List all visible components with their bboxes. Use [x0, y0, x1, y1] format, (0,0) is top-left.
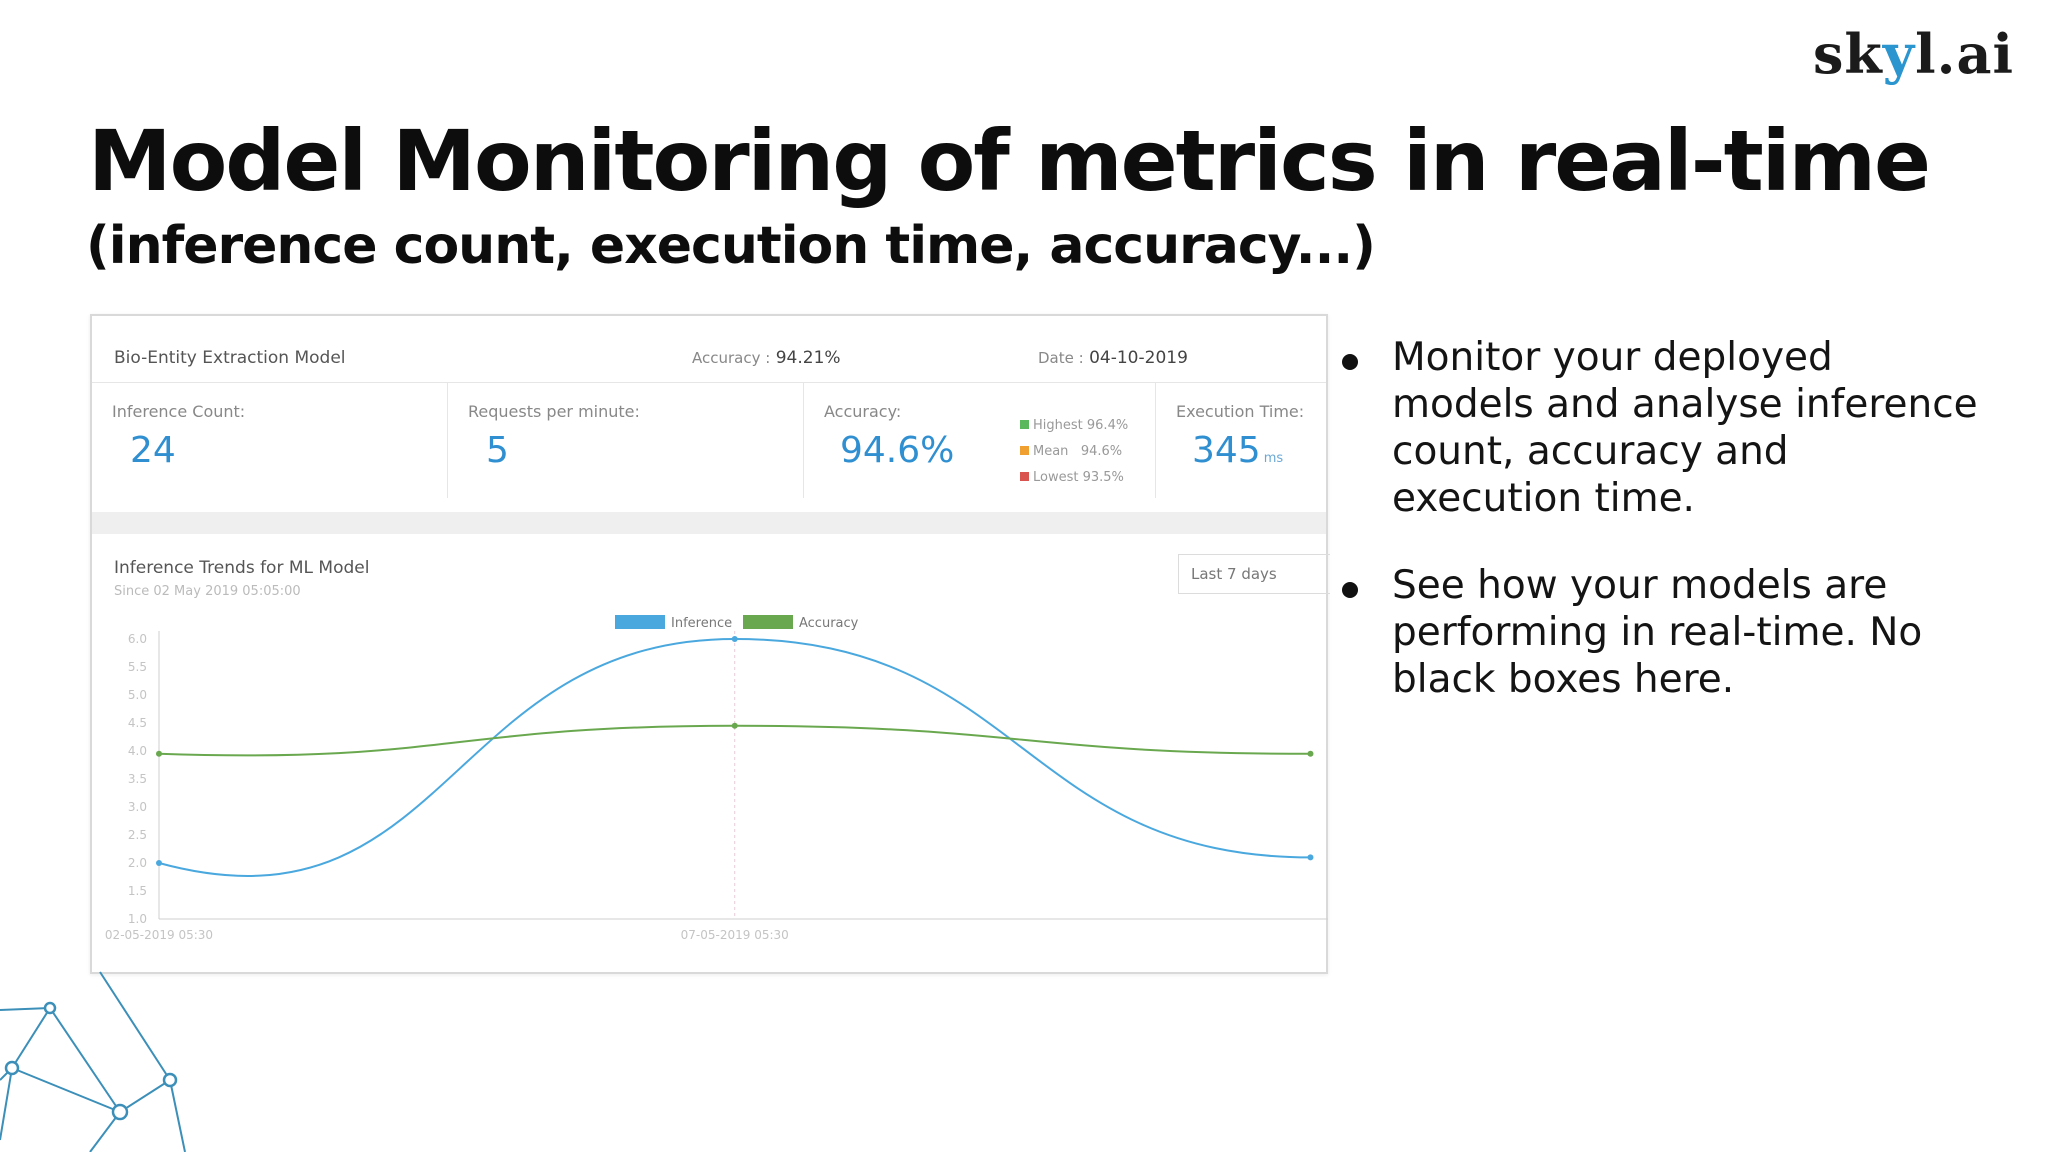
x-tick-label: 07-05-2019 05:30 — [681, 928, 789, 942]
date-value: 04-10-2019 — [1089, 348, 1188, 368]
card-value: 5 — [486, 430, 509, 471]
inference-trend-chart: 1.0 1.5 2.0 2.5 3.0 3.5 4.0 4.5 5.0 5.5 6.0 02-05-2… — [105, 615, 1328, 942]
bullet-text: See how your models are performing in re… — [1392, 563, 1923, 702]
y-tick-label: 4.0 — [128, 744, 147, 758]
header-accuracy: Accuracy : 94.21% — [692, 348, 841, 368]
header-date: Date : 04-10-2019 — [1038, 348, 1188, 368]
trend-since: Since 02 May 2019 05:05:00 — [114, 584, 301, 599]
y-tick-label: 4.5 — [128, 716, 147, 730]
data-point-accuracy — [1307, 750, 1314, 757]
y-tick-label: 6.0 — [128, 632, 147, 646]
legend-swatch-inference — [615, 615, 665, 629]
card-label: Accuracy: — [824, 402, 902, 421]
highest-swatch — [1020, 420, 1029, 429]
lowest-swatch — [1020, 472, 1029, 481]
data-point-inference — [731, 636, 738, 642]
card-value: 24 — [130, 430, 176, 471]
metric-cards: Inference Count: 24 Requests per minute:… — [92, 382, 1326, 498]
card-accuracy: Accuracy: 94.6% Highest 96.4% Mean 94.6%… — [804, 382, 1156, 498]
slide-subtitle: (inference count, execution time, accura… — [86, 216, 1376, 276]
y-tick-label: 5.5 — [128, 660, 147, 674]
y-tick-label: 3.0 — [128, 800, 147, 814]
date-label: Date : — [1038, 349, 1084, 367]
y-tick-label: 5.0 — [128, 688, 147, 702]
dashboard-header: Bio-Entity Extraction Model Accuracy : 9… — [92, 316, 1326, 383]
card-requests-per-minute: Requests per minute: 5 — [448, 382, 804, 498]
card-execution-time: Execution Time: 345 ms — [1156, 382, 1328, 498]
stat-mean: Mean 94.6% — [1020, 444, 1128, 470]
card-value: 94.6% — [840, 430, 955, 471]
data-point-accuracy — [731, 722, 738, 729]
y-tick-label: 2.0 — [128, 856, 147, 870]
y-tick-label: 1.5 — [128, 884, 147, 898]
data-point-accuracy — [156, 750, 162, 757]
stat-lowest: Lowest 93.5% — [1020, 470, 1128, 496]
bullet-item: Monitor your deployed models and analyse… — [1340, 334, 1980, 522]
bullet-list: Monitor your deployed models and analyse… — [1340, 334, 1980, 743]
skyl-ai-logo: skyl.ai — [1812, 22, 2014, 86]
bullet-item: See how your models are performing in re… — [1340, 562, 1980, 703]
data-point-inference — [156, 860, 162, 866]
trend-panel: Inference Trends for ML Model Since 02 M… — [92, 534, 1330, 974]
model-name: Bio-Entity Extraction Model — [114, 348, 346, 368]
trend-title: Inference Trends for ML Model — [114, 558, 370, 578]
x-tick-label: 02-05-2019 05:30 — [105, 928, 213, 942]
card-label: Requests per minute: — [468, 402, 640, 421]
bullet-dot — [1342, 582, 1358, 598]
data-point-inference — [1307, 854, 1314, 861]
bullet-text: Monitor your deployed models and analyse… — [1392, 335, 1978, 521]
legend-swatch-accuracy — [743, 615, 793, 629]
y-tick-label: 2.5 — [128, 828, 147, 842]
card-label: Inference Count: — [112, 402, 246, 421]
bullet-dot — [1342, 354, 1358, 370]
stat-highest: Highest 96.4% — [1020, 418, 1128, 444]
legend-label: Accuracy — [799, 616, 859, 631]
y-tick-label: 1.0 — [128, 912, 147, 926]
accuracy-stats: Highest 96.4% Mean 94.6% Lowest 93.5% — [1020, 418, 1128, 496]
header-accuracy-label: Accuracy : — [692, 349, 771, 367]
section-divider — [92, 512, 1326, 534]
legend-label: Inference — [671, 616, 732, 631]
date-range-dropdown[interactable]: Last 7 days — [1178, 554, 1330, 594]
card-label: Execution Time: — [1176, 402, 1305, 421]
card-value: 345 ms — [1192, 430, 1284, 471]
network-decoration — [0, 971, 186, 1152]
mean-swatch — [1020, 446, 1029, 455]
unit-label: ms — [1263, 451, 1284, 466]
dashboard-screenshot: Bio-Entity Extraction Model Accuracy : 9… — [90, 314, 1330, 974]
card-inference-count: Inference Count: 24 — [92, 382, 448, 498]
y-tick-label: 3.5 — [128, 772, 147, 786]
header-accuracy-value: 94.21% — [775, 348, 841, 368]
slide-title: Model Monitoring of metrics in real-time — [88, 112, 1931, 210]
